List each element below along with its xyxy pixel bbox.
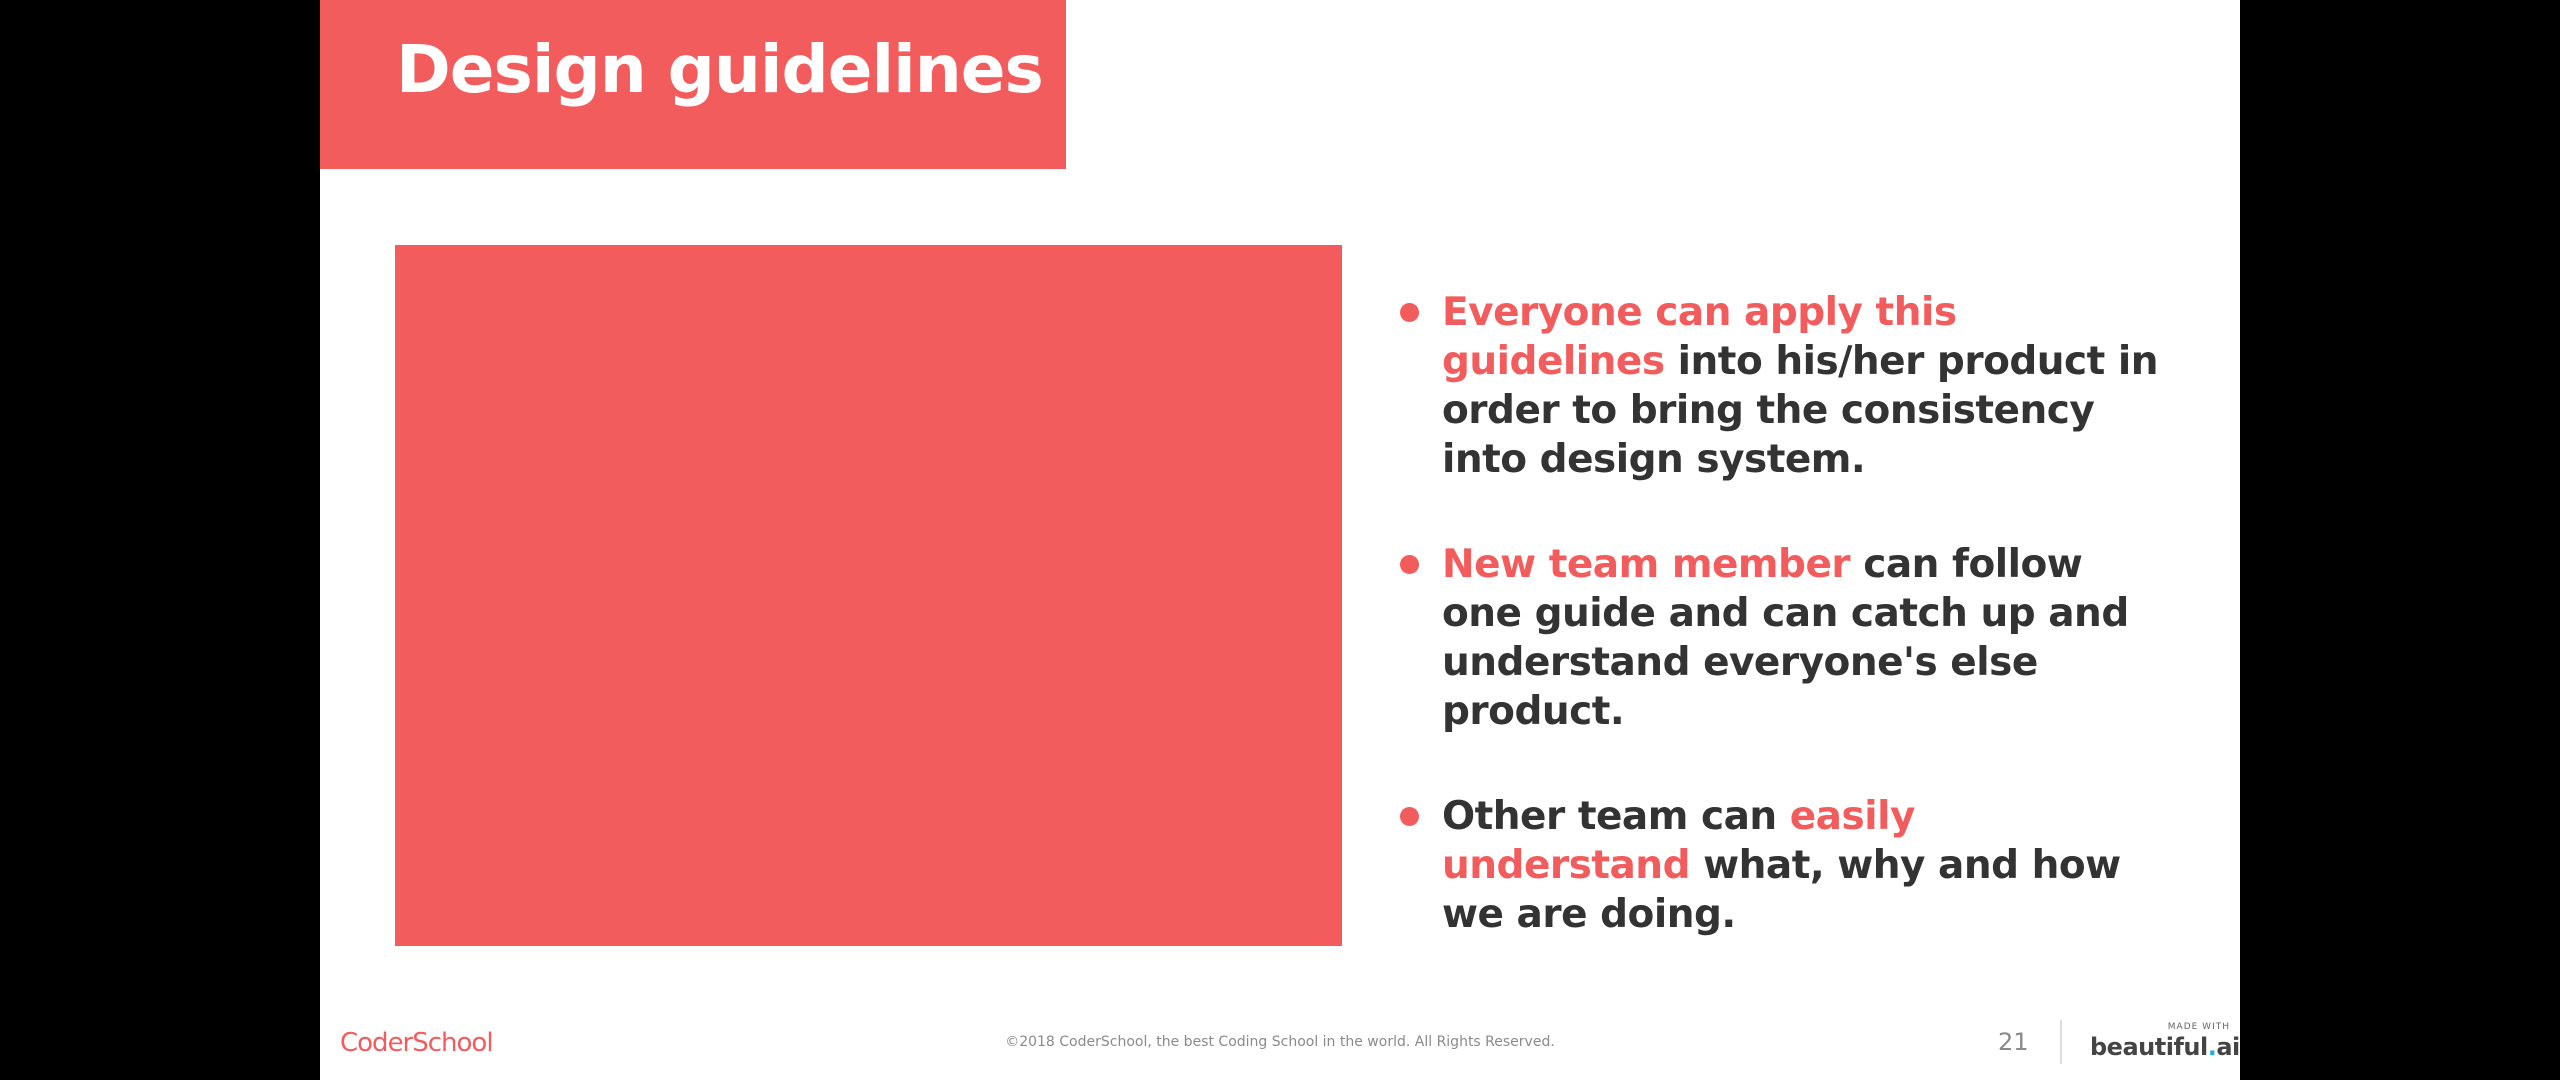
footer-copyright: ©2018 CoderSchool, the best Coding Schoo… (1005, 1034, 1555, 1050)
bullet-text: into his/her product in order to bring t… (1442, 339, 2159, 482)
page-number: 21 (1998, 1028, 2029, 1056)
bullet-text: can follow one guide and can catch up an… (1442, 542, 2129, 734)
bullet-list: Everyone can apply this guidelines into … (1400, 288, 2160, 939)
bullet-dot-icon (1400, 807, 1419, 826)
brand-suffix: ai (2216, 1033, 2240, 1061)
slide: Design guidelines Everyone can apply thi… (320, 0, 2240, 1080)
image-placeholder (395, 245, 1342, 946)
brand-dot: . (2207, 1033, 2217, 1061)
bullet-prefix: Other team can (1442, 794, 1790, 839)
bullet-item: Everyone can apply this guidelines into … (1400, 288, 2160, 484)
bullet-item: Other team can easily understand what, w… (1400, 792, 2160, 939)
bullet-dot-icon (1400, 303, 1419, 322)
made-with-caption: MADE WITH (2167, 1022, 2230, 1032)
bullet-highlight: Everyone can apply this guidelines (1442, 290, 1957, 384)
coderschool-logo: CoderSchool (340, 1028, 494, 1058)
bullet-highlight: easily understand (1442, 794, 1915, 888)
bullet-text: what, why and how we are doing. (1442, 843, 2121, 937)
brand-main: beautiful (2090, 1033, 2208, 1061)
made-with-badge[interactable]: MADE WITH beautiful.ai (2090, 1021, 2240, 1061)
bullet-highlight: New team member (1442, 542, 1851, 587)
bullet-dot-icon (1400, 555, 1419, 574)
title-banner: Design guidelines (320, 0, 1066, 169)
slide-title: Design guidelines (396, 31, 1044, 108)
footer-divider (2060, 1020, 2062, 1064)
bullet-item: New team member can follow one guide and… (1400, 540, 2160, 736)
beautiful-ai-logo: beautiful.ai (2090, 1033, 2240, 1061)
